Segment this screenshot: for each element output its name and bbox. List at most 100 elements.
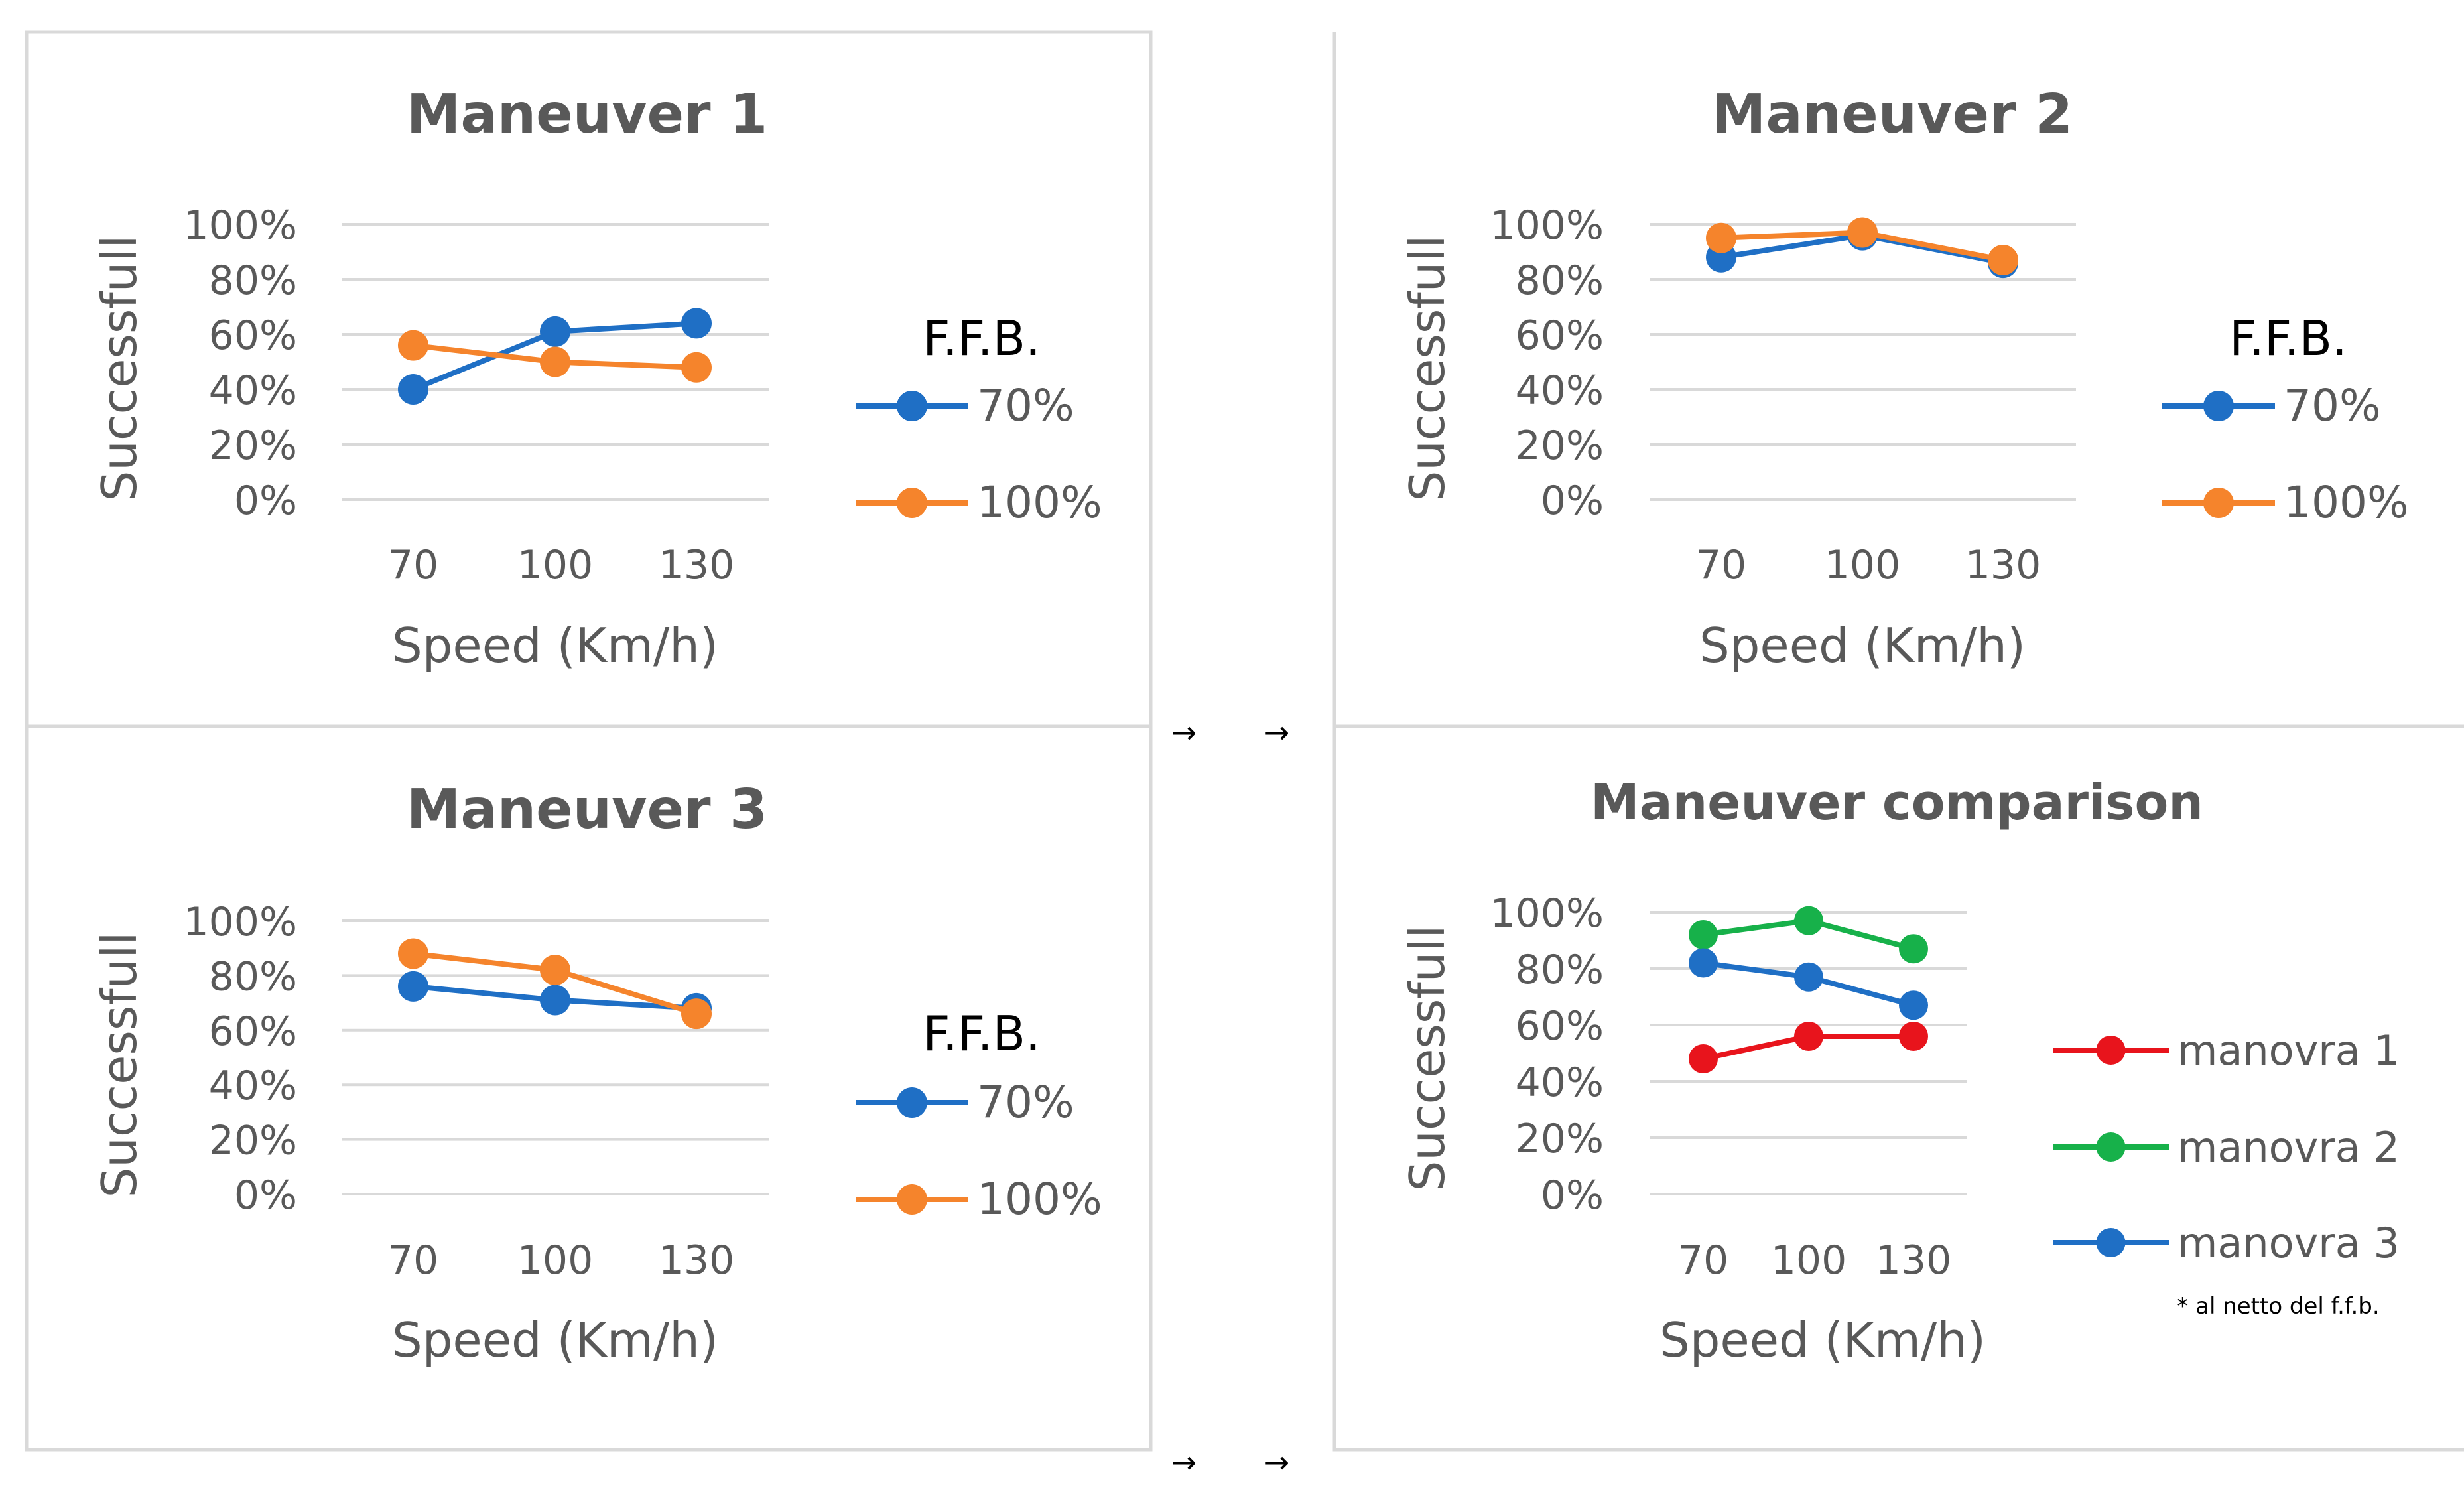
legend-entry: 100% [856,1174,1102,1225]
x-tick-label: 130 [1965,542,2042,588]
y-tick-label: 100% [1490,202,1604,249]
data-point [1899,990,1928,1020]
y-tick-label: 100% [183,899,297,945]
y-tick-label: 80% [1516,947,1604,993]
arrow-glyph-2: → [1264,714,1290,750]
legend-entry: manovra 3 [2053,1219,2400,1267]
data-point [1689,1044,1718,1073]
legend-label: 70% [977,1077,1074,1128]
legend-marker [2203,391,2234,421]
data-point [681,308,712,339]
chart-title: Maneuver 1 [407,83,767,146]
series-100- [398,330,712,383]
legend-label: 70% [977,380,1074,431]
x-axis-label: Speed (Km/h) [392,1312,718,1368]
y-tick-label: 20% [1516,1116,1604,1162]
y-tick-label: 100% [1490,890,1604,937]
x-axis-label: Speed (Km/h) [1659,1312,1986,1368]
data-point [1899,1022,1928,1051]
legend-label: 100% [2284,477,2409,528]
data-point [540,346,570,377]
data-point [1794,1022,1823,1051]
x-tick-label: 70 [388,542,438,588]
data-point [398,374,428,405]
series-manovra-2 [1689,906,1928,964]
y-tick-label: 60% [209,1008,297,1055]
data-point [1689,920,1718,949]
y-tick-label: 40% [209,1063,297,1109]
legend-entry: 100% [856,477,1102,528]
y-tick-label: 40% [1516,1059,1604,1106]
y-tick-label: 60% [209,312,297,359]
data-point [1988,244,2018,275]
legend-label: 100% [977,477,1102,528]
y-tick-label: 20% [1516,423,1604,469]
legend-entry: 70% [856,1077,1074,1128]
x-tick-label: 100 [517,1237,594,1284]
x-tick-label: 70 [1696,542,1746,588]
data-point [1899,934,1928,964]
data-point [1847,217,1878,248]
x-tick-label: 130 [1876,1237,1952,1284]
y-tick-label: 40% [209,368,297,414]
chart-m1: Maneuver 1 100% 80% 60% 40% 20% 0% 70 100 130 Spee… [92,83,1102,673]
y-axis-label: Successfull [92,932,147,1198]
series-100- [398,938,712,1030]
legend-title: F.F.B. [2229,310,2347,366]
chart-title: Maneuver 3 [407,778,767,841]
y-tick-label: 100% [183,202,297,249]
x-tick-label: 130 [659,1237,735,1284]
y-axis-label: Successfull [1399,236,1455,502]
legend-entry: 100% [2162,477,2409,528]
footnote: * al netto del f.f.b. [2177,1293,2379,1320]
x-tick-label: 100 [1771,1237,1847,1284]
panel-border-bottom-right [1332,726,2464,1452]
y-tick-label: 20% [209,1118,297,1164]
series-100- [1706,217,2018,275]
data-point [398,938,428,969]
x-axis-label: Speed (Km/h) [1699,618,2026,673]
y-tick-label: 80% [1516,257,1604,304]
chart-m2: Maneuver 2 100% 80% 60% 40% 20% 0% 70 100 130 Spee… [1399,83,2409,673]
legend-entry: 70% [2162,380,2381,431]
x-tick-label: 70 [388,1237,438,1284]
legend-title: F.F.B. [923,1006,1041,1061]
y-tick-label: 60% [1516,312,1604,359]
legend-marker [2096,1036,2126,1065]
x-tick-label: 100 [517,542,594,588]
data-point [1794,906,1823,935]
x-axis-label: Speed (Km/h) [392,618,718,673]
legend-marker [897,1184,927,1215]
legend-entry: 70% [856,380,1074,431]
legend-label: 100% [977,1174,1102,1225]
chart-title: Maneuver 2 [1712,83,2073,146]
legend-label: manovra 2 [2177,1123,2400,1172]
y-axis-label: Successfull [92,236,147,502]
data-point [540,316,570,347]
x-tick-label: 70 [1678,1237,1728,1284]
y-tick-label: 80% [209,953,297,1000]
legend-entry: manovra 1 [2053,1026,2400,1075]
x-tick-label: 100 [1825,542,1901,588]
y-tick-label: 20% [209,423,297,469]
legend-label: manovra 1 [2177,1026,2400,1075]
y-tick-label: 0% [234,478,297,524]
legend-marker [2096,1228,2126,1257]
y-tick-label: 0% [234,1172,297,1219]
legend-marker [2096,1132,2126,1162]
legend-marker [897,391,927,421]
legend-title: F.F.B. [923,310,1041,366]
series-manovra-1 [1689,1022,1928,1073]
y-tick-label: 0% [1541,1172,1604,1219]
data-point [1689,948,1718,978]
data-point [1706,222,1736,253]
legend-label: manovra 3 [2177,1219,2400,1267]
chart-title: Maneuver comparison [1590,774,2203,831]
panel-border-bottom-left [25,724,1153,1452]
data-point [1794,962,1823,992]
data-point [540,955,570,986]
y-tick-label: 0% [1541,478,1604,524]
data-point [398,330,428,361]
series-70- [398,308,712,405]
